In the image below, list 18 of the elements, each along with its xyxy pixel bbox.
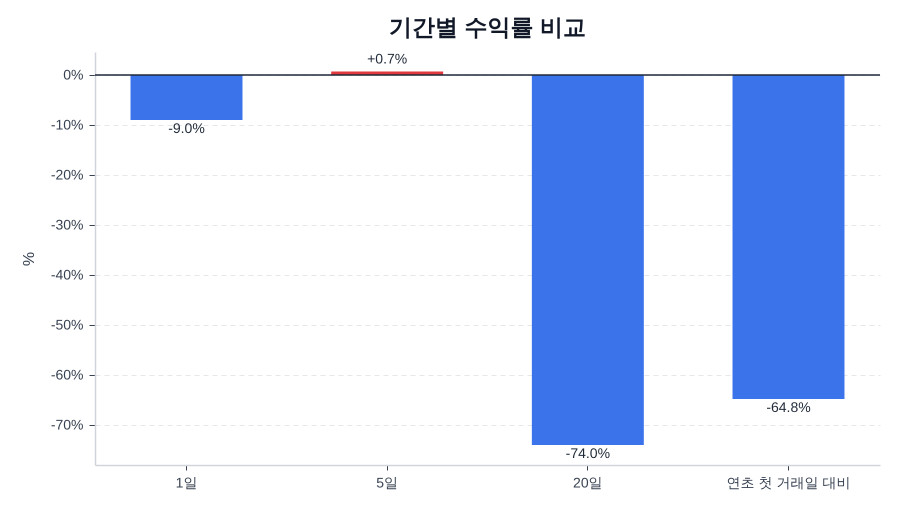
y-tick-label: -20%	[50, 166, 84, 182]
y-tick-label: -50%	[50, 316, 84, 332]
data-label: -9.0%	[168, 120, 205, 136]
x-tick-label: 20일	[573, 474, 603, 490]
x-tick-label: 연초 첫 거래일 대비	[726, 474, 850, 490]
y-tick-label: 0%	[63, 66, 84, 82]
y-axis-title: %	[20, 252, 38, 266]
x-tick-label: 1일	[176, 474, 198, 490]
y-tick-label: -30%	[50, 216, 84, 232]
y-tick-label: -10%	[50, 116, 84, 132]
y-tick-label: -40%	[50, 266, 84, 282]
y-tick-label: -60%	[50, 366, 84, 382]
data-label: -74.0%	[566, 445, 610, 461]
y-tick-label: -70%	[50, 416, 84, 432]
chart-title: 기간별 수익률 비교	[389, 14, 586, 40]
data-label: -64.8%	[766, 399, 811, 415]
data-label: +0.7%	[367, 50, 408, 66]
x-tick-label: 5일	[376, 474, 398, 490]
